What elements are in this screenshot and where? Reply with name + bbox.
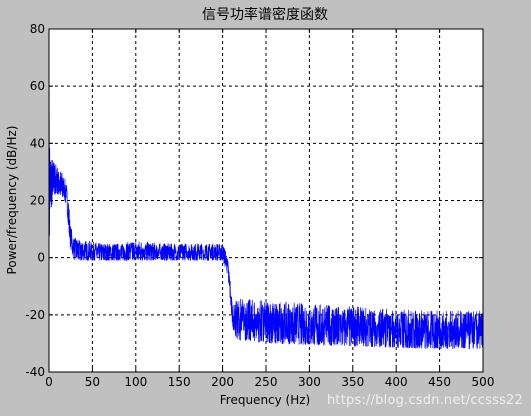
x-tick-label: 200 [211,375,234,389]
x-tick-label: 400 [385,375,408,389]
x-tick-label: 100 [124,375,147,389]
x-tick-label: 300 [298,375,321,389]
x-tick-label: 150 [168,375,191,389]
x-axis-label: Frequency (Hz) [220,393,311,407]
y-tick-label: -40 [25,365,45,379]
psd-series-line [49,90,483,350]
x-tick-label: 50 [85,375,100,389]
y-tick-label: 80 [30,22,45,36]
chart-title: 信号功率谱密度函数 [202,6,328,23]
y-tick-label: 20 [30,194,45,208]
y-tick-label: -20 [25,308,45,322]
watermark: https://blog.csdn.net/ccsss22 [326,393,523,408]
y-tick-label: 40 [30,136,45,150]
y-axis-label: Power/frequency (dB/Hz) [5,126,19,275]
y-tick-label: 60 [30,79,45,93]
y-tick-label: 0 [37,251,45,265]
x-tick-label: 250 [255,375,278,389]
x-tick-label: 500 [472,375,495,389]
x-tick-label: 450 [428,375,451,389]
x-tick-label: 350 [341,375,364,389]
x-tick-label: 0 [45,375,53,389]
